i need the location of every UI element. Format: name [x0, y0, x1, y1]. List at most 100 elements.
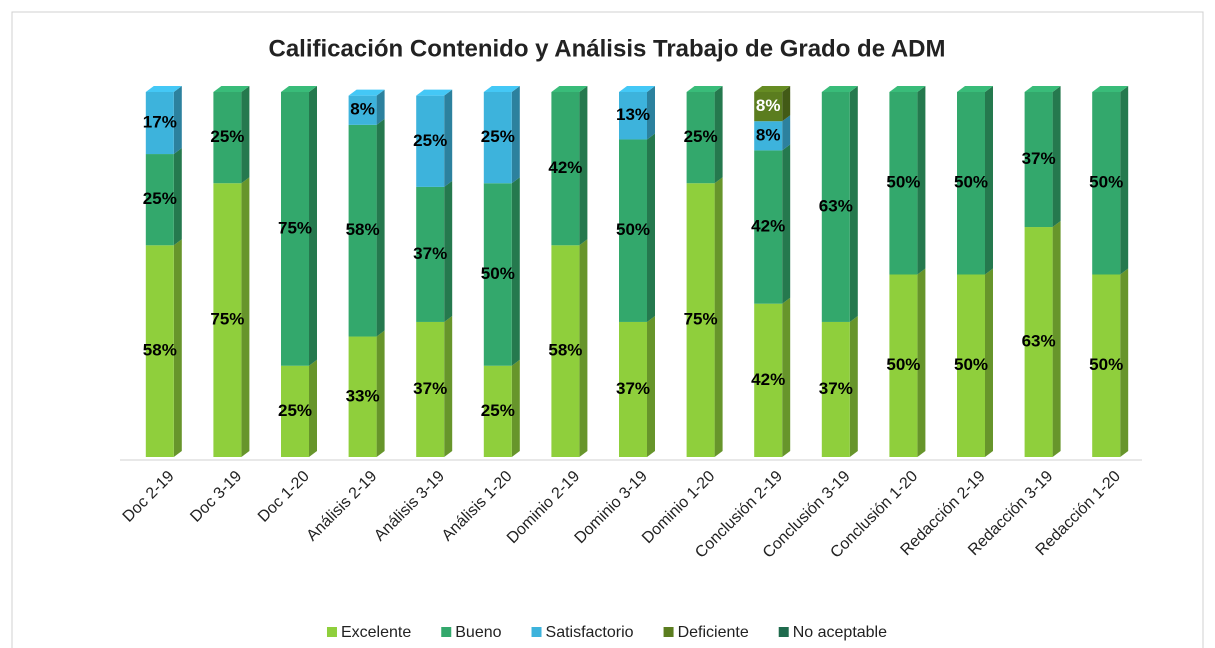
legend-swatch [531, 627, 542, 637]
bar-side [1052, 86, 1061, 228]
legend-swatch [778, 627, 789, 637]
bar [145, 92, 174, 155]
legend-item: Excelente [326, 624, 411, 641]
bar-side [309, 86, 317, 366]
data-label: 8% [756, 125, 781, 144]
bar-top [619, 86, 655, 92]
bar [281, 92, 309, 366]
legend-label: No aceptable [793, 624, 887, 641]
chart-border [11, 11, 1204, 648]
data-label: 63% [1022, 332, 1056, 351]
legend-label: Satisfactorio [546, 624, 634, 641]
bar-top [145, 86, 182, 92]
bar-side [985, 86, 993, 275]
data-label: 50% [1089, 173, 1123, 192]
data-label: 58% [346, 220, 380, 239]
bar-side [714, 86, 723, 184]
legend-label: Excelente [341, 624, 411, 641]
data-label: 42% [751, 217, 785, 236]
bar [754, 121, 783, 151]
data-label: 25% [481, 127, 515, 146]
bar-top [754, 86, 791, 92]
data-label: 58% [548, 341, 582, 360]
data-label: 37% [413, 244, 447, 263]
bar-side [376, 330, 385, 457]
bar [483, 183, 512, 366]
bar [957, 92, 985, 275]
bar-side [444, 89, 453, 187]
bar [1024, 92, 1053, 228]
legend-item: Deficiente [663, 624, 749, 641]
bar [1024, 227, 1053, 457]
data-label: 37% [1022, 149, 1056, 168]
bar-side [849, 315, 858, 457]
bar-top [348, 89, 385, 96]
data-label: 75% [684, 310, 718, 329]
bar [416, 186, 445, 322]
bar [1092, 92, 1121, 275]
bar-side [579, 86, 588, 246]
legend-swatch [326, 627, 337, 637]
data-label: 13% [616, 105, 650, 124]
bar-side [1120, 268, 1129, 457]
bar [416, 321, 445, 457]
bar-side [782, 86, 791, 122]
bar-side [376, 89, 385, 125]
data-label: 63% [819, 196, 853, 215]
bar [213, 92, 242, 184]
data-label: 58% [143, 341, 177, 360]
bar-top [416, 89, 453, 96]
bar [686, 92, 715, 184]
bar-top [483, 86, 520, 92]
bar-side [782, 297, 791, 457]
bar-side [917, 268, 926, 457]
bar [889, 274, 918, 457]
data-label: 50% [481, 264, 515, 283]
chart-title: Calificación Contenido y Análisis Trabaj… [268, 35, 945, 62]
bar-top [957, 86, 993, 92]
bar-side [241, 177, 250, 457]
bar-side [173, 239, 182, 457]
data-label: 75% [210, 310, 244, 329]
bar-top [1092, 86, 1129, 92]
bar-side [309, 359, 317, 457]
data-label: 25% [278, 401, 312, 420]
bar-top [686, 86, 723, 92]
data-label: 25% [413, 131, 447, 150]
legend-label: Bueno [455, 624, 501, 641]
data-label: 75% [278, 218, 312, 237]
bar [551, 92, 580, 246]
data-label: 50% [886, 355, 920, 374]
data-label: 50% [954, 173, 988, 192]
data-label: 50% [886, 173, 920, 192]
bar-side [511, 359, 520, 457]
bar [213, 183, 242, 457]
bar-top [213, 86, 250, 92]
bar-side [782, 115, 791, 151]
data-label: 25% [481, 401, 515, 420]
bar-side [714, 177, 723, 457]
bar-side [511, 177, 520, 366]
bar [619, 139, 647, 322]
legend-swatch [663, 627, 674, 637]
bar [889, 92, 918, 275]
bar [686, 183, 715, 457]
data-label: 8% [756, 96, 781, 115]
bar-top [551, 86, 588, 92]
bar-side [173, 86, 182, 155]
bar [551, 245, 580, 457]
data-label: 42% [751, 370, 785, 389]
bar-side [647, 86, 655, 140]
data-label: 37% [819, 379, 853, 398]
bar [1092, 274, 1121, 457]
data-label: 37% [413, 379, 447, 398]
bar-side [579, 239, 588, 457]
data-label: 25% [210, 127, 244, 146]
data-label: 42% [548, 158, 582, 177]
data-label: 25% [143, 189, 177, 208]
bar [281, 365, 309, 457]
bar [821, 321, 850, 457]
bar [957, 274, 985, 457]
data-label: 50% [954, 355, 988, 374]
